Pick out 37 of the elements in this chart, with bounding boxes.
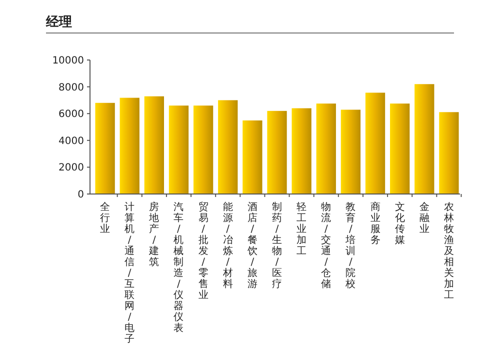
bar	[168, 106, 189, 194]
bar	[316, 104, 336, 194]
y-tick-label: 6000	[58, 109, 84, 120]
x-tick-label: 房地产/建筑	[148, 201, 160, 268]
bar	[95, 102, 115, 194]
bar	[193, 106, 214, 194]
bar	[365, 92, 386, 194]
bar	[242, 120, 262, 194]
bar	[340, 110, 361, 194]
x-tick-label: 文化传媒	[394, 201, 405, 246]
y-tick-label: 10000	[52, 56, 84, 66]
category-label: 农林牧渔及相关加工	[444, 202, 454, 301]
x-tick-label: 商业服务	[370, 201, 380, 246]
bar	[120, 98, 140, 194]
y-tick-label: 2000	[58, 162, 84, 174]
y-tick-label: 4000	[58, 136, 84, 147]
bar	[439, 112, 459, 194]
y-tick-label: 8000	[58, 82, 84, 94]
x-tick-label: 物流/交通/仓储	[321, 202, 332, 290]
x-tick-label: 能源/冶炼/材料	[222, 201, 233, 290]
bar	[218, 100, 238, 194]
chart-title: 经理	[45, 15, 72, 30]
x-tick-label: 酒店/餐饮/旅游	[246, 201, 258, 290]
x-tick-label: 制药/生物/医疗	[272, 201, 282, 290]
bar	[144, 96, 164, 194]
bar	[292, 108, 312, 194]
category-label: 计算机/通信/互联网/电子	[124, 202, 135, 345]
category-label: 贸易/批发/零售业	[198, 202, 208, 301]
x-tick-label: 轻工业加工	[296, 201, 307, 257]
bar	[267, 110, 287, 194]
x-tick-label: 金融业	[419, 201, 430, 235]
x-tick-label: 教育/培训/院校	[344, 202, 356, 290]
category-label: 汽车/机械制造/仪器仪表	[174, 202, 184, 334]
bar	[390, 104, 410, 194]
x-tick-label: 全行业	[100, 201, 110, 235]
y-tick-label: 0	[78, 190, 84, 200]
bar	[414, 84, 434, 194]
